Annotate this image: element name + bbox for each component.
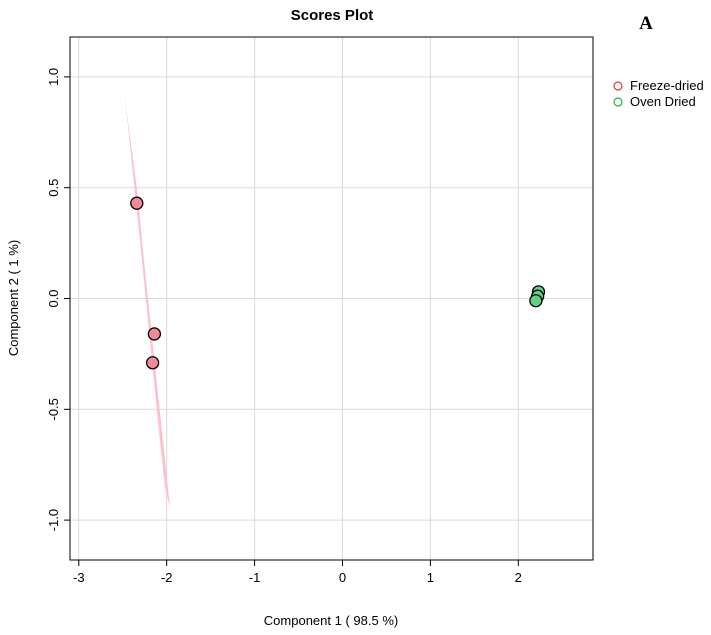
point-oven-dried	[529, 294, 543, 308]
x-tick-label: 0	[339, 570, 346, 585]
point-freeze-dried	[145, 356, 160, 370]
point-freeze-dried	[130, 196, 144, 210]
y-tick-label: 1.0	[46, 68, 61, 86]
x-tick-label: -3	[73, 570, 85, 585]
grid-lines	[70, 37, 593, 560]
x-tick-label: -2	[161, 570, 173, 585]
ellipse-freeze-dried	[124, 92, 171, 510]
legend-label-oven-dried: Oven Dried	[630, 94, 696, 109]
axis-ticks: -3 -2 -1 0 1 2 -1.0 -0.5 0.0 0.5 1.0	[46, 68, 522, 585]
confidence-ellipses	[124, 92, 540, 510]
point-freeze-dried	[147, 327, 162, 341]
x-tick-label: 1	[427, 570, 434, 585]
data-points	[130, 196, 546, 370]
y-tick-label: 0.0	[46, 289, 61, 307]
legend: Freeze-dried Oven Dried	[613, 78, 704, 109]
x-tick-label: 2	[515, 570, 522, 585]
legend-label-freeze-dried: Freeze-dried	[630, 78, 704, 93]
y-tick-label: 0.5	[46, 179, 61, 197]
panel-label: A	[639, 13, 653, 34]
y-axis-label: Component 2 ( 1 %)	[6, 240, 21, 356]
y-tick-label: -1.0	[46, 509, 61, 531]
legend-marker-freeze-dried	[613, 81, 623, 91]
legend-marker-oven-dried	[613, 97, 623, 107]
chart-title: Scores Plot	[291, 7, 374, 24]
x-tick-label: -1	[249, 570, 261, 585]
x-axis-label: Component 1 ( 98.5 %)	[264, 613, 398, 628]
y-tick-label: -0.5	[46, 398, 61, 420]
